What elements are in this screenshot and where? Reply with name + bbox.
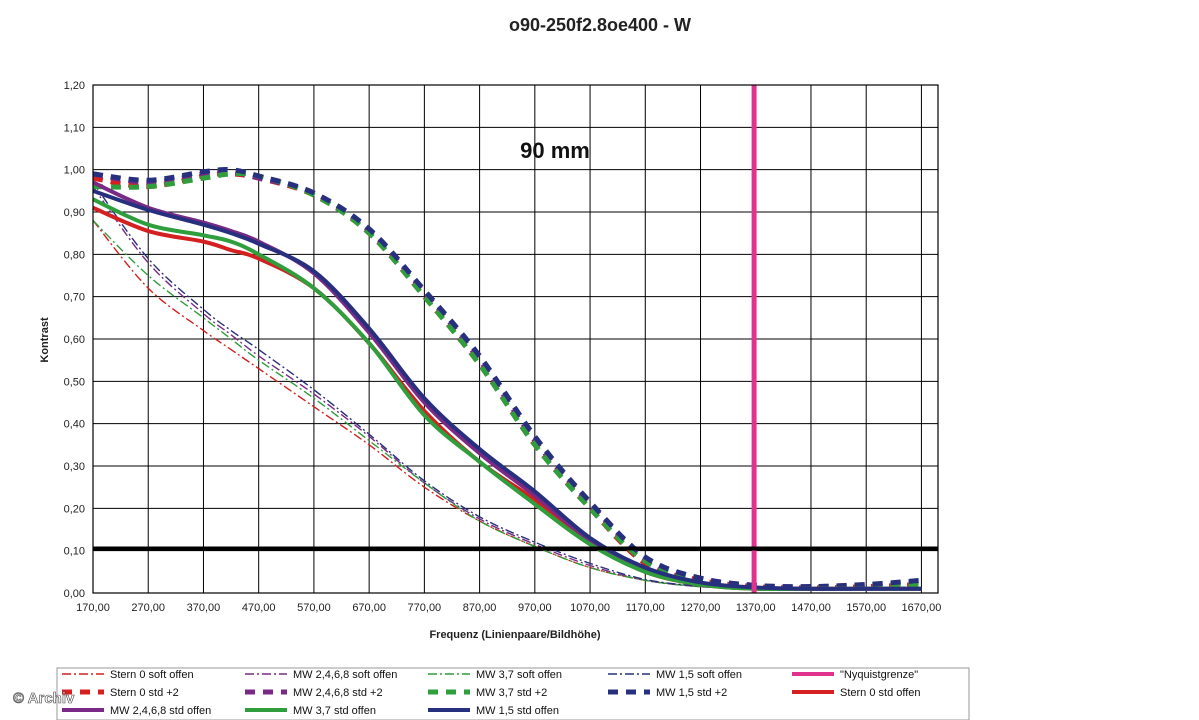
x-tick-label: 570,00 bbox=[297, 602, 331, 614]
legend-label: MW 3,7 soft offen bbox=[476, 669, 562, 681]
x-tick-label: 1470,00 bbox=[791, 602, 831, 614]
legend-label: MW 2,4,6,8 soft offen bbox=[293, 669, 397, 681]
legend-label: Stern 0 soft offen bbox=[110, 669, 194, 681]
focal-length-annotation: 90 mm bbox=[520, 138, 590, 163]
x-tick-labels: 170,00 270,00 370,00 470,00 570,00 670,00 770,… bbox=[76, 602, 941, 614]
legend-label: "Nyquistgrenze" bbox=[840, 669, 918, 681]
legend-label: MW 1,5 std +2 bbox=[656, 687, 727, 699]
reference-lines bbox=[93, 85, 938, 593]
x-tick-label: 1670,00 bbox=[902, 602, 942, 614]
series-line bbox=[92, 186, 922, 590]
legend-label: MW 3,7 std +2 bbox=[476, 687, 547, 699]
y-tick-label: 0,70 bbox=[64, 292, 85, 304]
y-tick-label: 0,30 bbox=[64, 461, 85, 473]
y-axis-label: Kontrast bbox=[39, 317, 51, 363]
chart-title: o90-250f2.8oe400 - W bbox=[509, 15, 691, 35]
y-tick-label: 0,10 bbox=[64, 546, 85, 558]
x-tick-label: 370,00 bbox=[187, 602, 221, 614]
plot-border bbox=[92, 84, 939, 594]
legend-label: MW 1,5 std offen bbox=[476, 705, 559, 717]
y-tick-label: 0,50 bbox=[64, 376, 85, 388]
x-tick-label: 470,00 bbox=[242, 602, 276, 614]
y-tick-label: 1,10 bbox=[64, 122, 85, 134]
legend-label: MW 2,4,6,8 std +2 bbox=[293, 687, 383, 699]
x-tick-label: 1370,00 bbox=[736, 602, 776, 614]
x-tick-label: 770,00 bbox=[408, 602, 442, 614]
y-tick-label: 1,00 bbox=[64, 165, 85, 177]
legend-label: MW 3,7 std offen bbox=[293, 705, 376, 717]
x-tick-label: 270,00 bbox=[131, 602, 165, 614]
x-tick-label: 170,00 bbox=[76, 602, 110, 614]
series-line bbox=[92, 188, 922, 591]
legend-label: MW 2,4,6,8 std offen bbox=[110, 705, 211, 717]
x-tick-label: 1070,00 bbox=[570, 602, 610, 614]
x-tick-label: 970,00 bbox=[518, 602, 552, 614]
x-tick-label: 1270,00 bbox=[681, 602, 721, 614]
x-tick-label: 870,00 bbox=[463, 602, 497, 614]
x-tick-label: 670,00 bbox=[352, 602, 386, 614]
y-tick-label: 0,00 bbox=[64, 588, 85, 600]
plot-frame bbox=[92, 84, 939, 594]
legend: Stern 0 soft offen MW 2,4,6,8 soft offen M… bbox=[56, 667, 970, 720]
legend-label: MW 1,5 soft offen bbox=[656, 669, 742, 681]
x-tick-label: 1170,00 bbox=[626, 602, 665, 614]
x-axis-label: Frequenz (Linienpaare/Bildhöhe) bbox=[429, 629, 600, 641]
y-tick-label: 1,20 bbox=[64, 80, 85, 92]
y-tick-label: 0,40 bbox=[64, 419, 85, 431]
credit-watermark: © Archiv bbox=[13, 690, 75, 707]
y-tick-labels: 0,00 0,10 0,20 0,30 0,40 0,50 0,60 0,70 0,80 0,90… bbox=[64, 80, 85, 600]
y-tick-label: 0,60 bbox=[64, 334, 85, 346]
y-tick-label: 0,90 bbox=[64, 207, 85, 219]
legend-label: Stern 0 std offen bbox=[840, 687, 921, 699]
y-tick-label: 0,80 bbox=[64, 249, 85, 261]
legend-label: Stern 0 std +2 bbox=[110, 687, 179, 699]
series-layer bbox=[92, 166, 922, 592]
x-tick-label: 1570,00 bbox=[846, 602, 886, 614]
y-tick-label: 0,20 bbox=[64, 503, 85, 515]
